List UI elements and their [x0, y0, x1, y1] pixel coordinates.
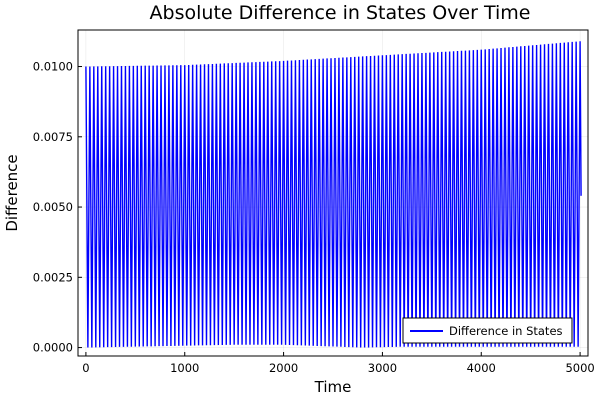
- x-tick-label: 3000: [368, 361, 397, 375]
- series-layer: [85, 41, 582, 348]
- y-tick-label: 0.0000: [33, 341, 73, 355]
- plot-area-frame: [77, 29, 589, 357]
- y-tick-label: 0.0075: [33, 130, 73, 144]
- y-tick-label: 0.0100: [33, 60, 73, 74]
- x-tick-label: 4000: [467, 361, 496, 375]
- series-line: [85, 41, 582, 348]
- x-axis: 0 1000 2000 3000 4000 5000: [82, 352, 595, 375]
- x-axis-label: Time: [314, 378, 352, 396]
- y-tick-label: 0.0025: [33, 270, 73, 284]
- x-tick-label: 0: [82, 361, 89, 375]
- x-tick-label: 1000: [170, 361, 199, 375]
- x-tick-label: 2000: [269, 361, 298, 375]
- chart-title: Absolute Difference in States Over Time: [150, 2, 531, 24]
- legend-label: Difference in States: [449, 324, 563, 338]
- x-tick-label: 5000: [565, 361, 594, 375]
- legend: Difference in States: [402, 317, 573, 344]
- y-tick-label: 0.0050: [33, 200, 73, 214]
- y-axis: 0.0000 0.0025 0.0050 0.0075 0.0100: [33, 60, 82, 355]
- y-axis-label: Difference: [3, 154, 21, 231]
